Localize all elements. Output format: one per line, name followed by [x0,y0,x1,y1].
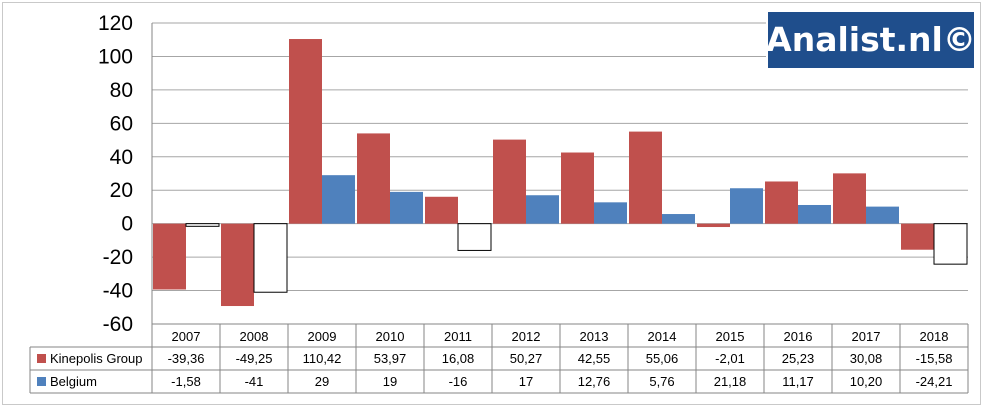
data-table: 2007 2008 2009 2010 2011 2012 2013 2014 2015 2016… [29,323,969,394]
y-tick-label: 60 [110,112,133,135]
y-tick-label: 120 [98,12,133,35]
data-label: 29 [315,374,329,389]
data-label: -16 [449,374,468,389]
data-label: 5,76 [649,374,674,389]
legend-label: Kinepolis Group [50,351,143,366]
bar [933,223,968,265]
data-label: 50,27 [510,351,543,366]
bar [901,223,934,250]
data-label: -15,58 [916,351,953,366]
bar [493,139,526,224]
category-label: 2008 [240,329,269,344]
category-label: 2014 [648,329,677,344]
category-label: 2009 [308,329,337,344]
bar [662,214,695,224]
legend-key [37,354,46,363]
y-tick-label: -40 [103,280,133,303]
bar [322,175,355,224]
data-label: 42,55 [578,351,611,366]
category-label: 2016 [784,329,813,344]
category-label: 2012 [512,329,541,344]
bar [253,223,288,293]
category-label: 2010 [376,329,405,344]
bar [765,181,798,224]
bar [221,223,254,307]
category-label: 2018 [920,329,949,344]
legend-label: Belgium [50,374,97,389]
category-label: 2007 [172,329,201,344]
watermark-text: Analist.nl© [766,20,976,59]
bar [798,204,831,224]
data-label: 53,97 [374,351,407,366]
bar [866,206,899,224]
gridlines [152,22,968,292]
y-tick-label: 40 [110,146,133,169]
bar [390,191,423,224]
y-tick-label: -20 [103,246,133,269]
y-tick-label: -60 [103,313,133,336]
watermark: Analist.nl© [766,10,976,70]
y-tick-label: 0 [121,213,133,236]
data-label: 17 [519,374,533,389]
chart-svg: -60 -40 -20 0 20 40 60 80 100 120 2007 2008 2009 201… [29,10,976,394]
bar [153,223,186,290]
y-axis: -60 -40 -20 0 20 40 60 80 100 120 [98,12,153,336]
data-label: 110,42 [303,351,342,366]
data-label: 12,76 [578,374,611,389]
legend-key [37,377,46,386]
bar [833,173,866,224]
data-label: -41 [245,374,264,389]
data-label: 16,08 [442,351,475,366]
data-label: 11,17 [782,374,814,389]
bar [457,223,492,251]
data-label: -2,01 [715,351,745,366]
bar [594,202,627,224]
bar [561,152,594,224]
bar [730,188,763,224]
bar [357,133,390,224]
data-label: 30,08 [850,351,883,366]
category-label: 2011 [444,329,472,344]
watermark-box [766,10,976,70]
bars [153,39,968,307]
data-label: 21,18 [714,374,747,389]
data-label: -49,25 [236,351,273,366]
category-label: 2013 [580,329,609,344]
bar [185,223,220,227]
chart-frame: -60 -40 -20 0 20 40 60 80 100 120 2007 2008 2009 201… [2,2,981,405]
category-label: 2015 [716,329,745,344]
data-label: 25,23 [782,351,815,366]
plot-area [152,23,968,324]
data-label: -24,21 [916,374,953,389]
y-tick-label: 100 [98,45,133,68]
data-label: -39,36 [168,351,205,366]
category-label: 2017 [852,329,881,344]
bar [629,131,662,224]
data-label: -1,58 [171,374,201,389]
data-label: 10,20 [850,374,883,389]
data-label: 19 [383,374,397,389]
bar [526,195,559,224]
data-label: 55,06 [646,351,679,366]
bar [425,196,458,224]
y-tick-label: 20 [110,179,133,202]
bar [697,223,730,228]
y-tick-label: 80 [110,79,133,102]
bar [289,39,322,224]
